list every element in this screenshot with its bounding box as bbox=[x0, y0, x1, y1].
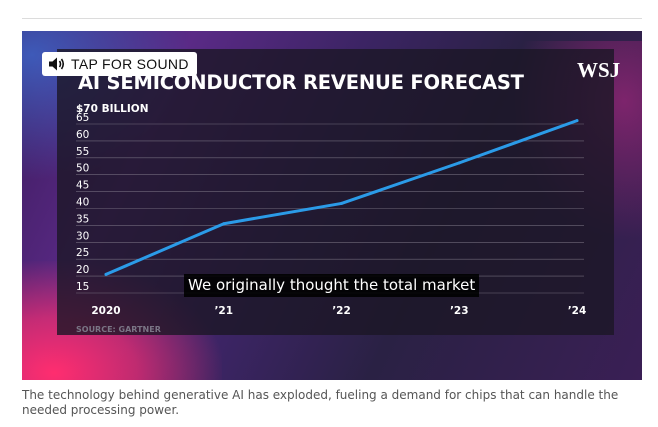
y-tick-45: 45 bbox=[76, 180, 89, 192]
y-tick-labels: 15 20 25 30 35 40 45 50 55 60 65 bbox=[76, 112, 89, 293]
x-tick-labels: 2020 ’21 ’22 ’23 ’24 bbox=[91, 305, 586, 317]
sound-button-label: TAP FOR SOUND bbox=[71, 56, 189, 72]
y-tick-60: 60 bbox=[76, 129, 89, 141]
series-revenue bbox=[104, 119, 579, 276]
video-player[interactable]: 15 20 25 30 35 40 45 50 55 60 65 2020’21’22’23’24 … bbox=[22, 31, 642, 380]
x-tick-2023: ’23 bbox=[450, 305, 469, 317]
x-tick-2022: ’22 bbox=[332, 305, 351, 317]
image-caption: The technology behind generative AI has … bbox=[22, 388, 619, 417]
data-point-2020 bbox=[104, 272, 108, 276]
source-note: SOURCE: GARTNER bbox=[76, 325, 161, 334]
data-point-2024 bbox=[575, 119, 579, 123]
tap-for-sound-button[interactable]: TAP FOR SOUND bbox=[42, 52, 197, 76]
y-tick-15: 15 bbox=[76, 281, 89, 293]
chart-title: AI SEMICONDUCTOR REVENUE FORECAST bbox=[78, 71, 524, 94]
y-tick-25: 25 bbox=[76, 247, 89, 259]
wsj-logo: WSJ bbox=[577, 58, 621, 82]
y-axis-label: $70 BILLION bbox=[76, 103, 149, 115]
data-point-2021 bbox=[222, 222, 226, 226]
y-tick-20: 20 bbox=[76, 264, 89, 276]
top-divider bbox=[22, 18, 642, 19]
y-tick-65: 65 bbox=[76, 112, 89, 124]
data-point-2022 bbox=[340, 201, 343, 205]
x-tick-2020: 2020 bbox=[91, 305, 120, 317]
y-tick-55: 55 bbox=[76, 146, 89, 158]
y-tick-30: 30 bbox=[76, 230, 89, 242]
series-line-revenue bbox=[104, 119, 579, 276]
x-tick-2024: ’24 bbox=[568, 305, 587, 317]
data-point-2023 bbox=[457, 161, 461, 165]
video-subtitle: We originally thought the total market bbox=[184, 274, 480, 297]
grid-lines bbox=[76, 123, 584, 294]
y-tick-40: 40 bbox=[76, 197, 89, 209]
y-tick-50: 50 bbox=[76, 163, 89, 175]
x-tick-2021: ’21 bbox=[214, 305, 233, 317]
y-tick-35: 35 bbox=[76, 213, 89, 225]
speaker-icon bbox=[49, 57, 65, 71]
